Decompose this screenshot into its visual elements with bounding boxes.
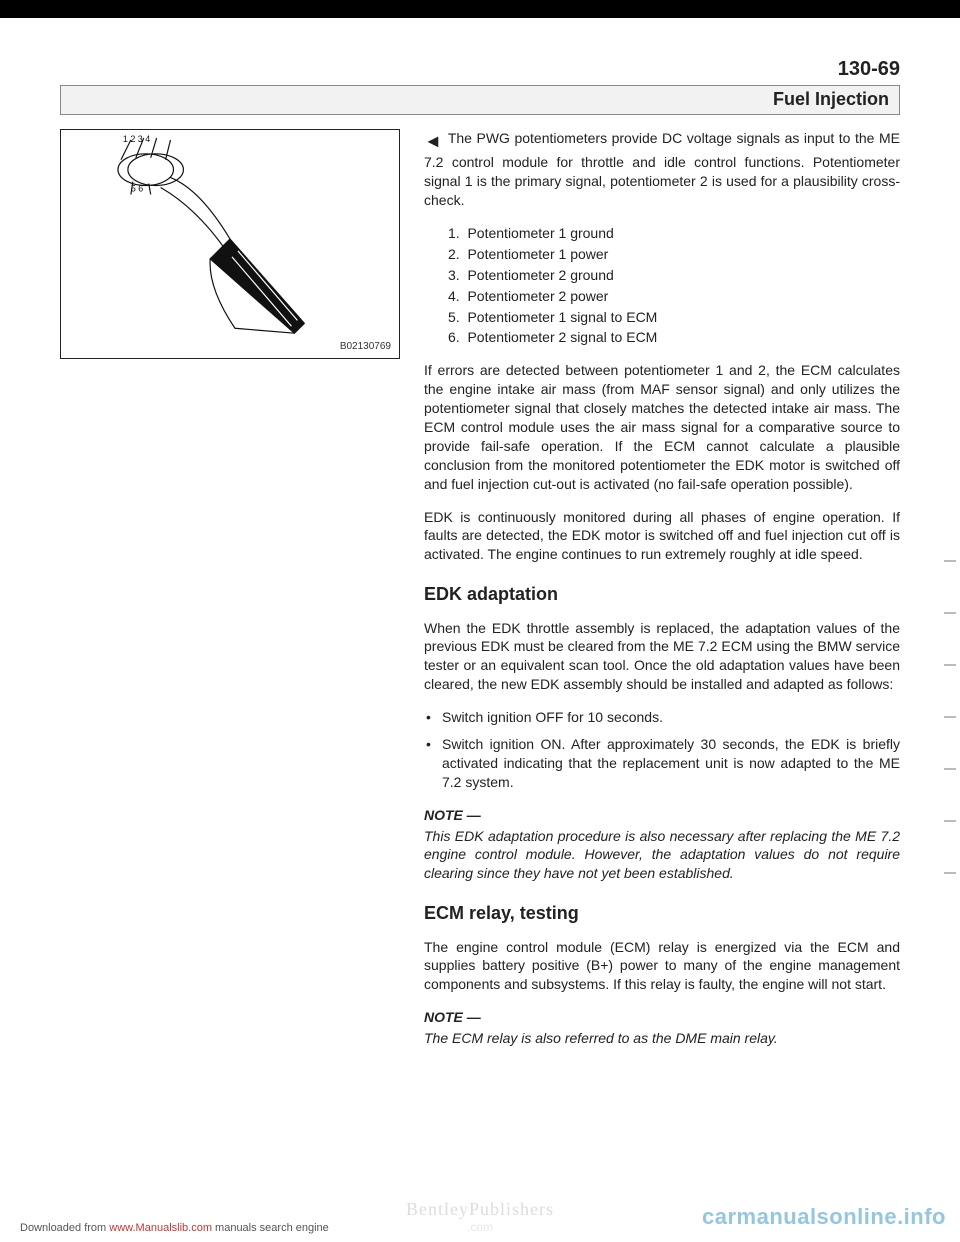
ecm-relay-heading: ECM relay, testing: [424, 901, 900, 925]
pin-item: 2. Potentiometer 1 power: [448, 245, 900, 264]
error-detection-paragraph: If errors are detected between potentiom…: [424, 361, 900, 493]
two-column-content: 1 2 3 4 5 6: [60, 129, 900, 1062]
edk-adaptation-paragraph: When the EDK throttle assembly is replac…: [424, 619, 900, 695]
edk-adaptation-heading: EDK adaptation: [424, 582, 900, 606]
text-column: ◄The PWG potentiometers provide DC volta…: [424, 129, 900, 1062]
publisher-watermark: BentleyPublishers: [406, 1199, 554, 1220]
pin-list: 1. Potentiometer 1 ground 2. Potentiomet…: [448, 224, 900, 347]
pedal-potentiometer-figure: 1 2 3 4 5 6: [60, 129, 400, 359]
edk-step: Switch ignition OFF for 10 seconds.: [424, 708, 900, 727]
right-edge-marks: [944, 560, 956, 924]
manualslib-link[interactable]: www.Manualslib.com: [109, 1222, 212, 1234]
pin-item: 1. Potentiometer 1 ground: [448, 224, 900, 243]
pin-item: 5. Potentiometer 1 signal to ECM: [448, 308, 900, 327]
pin-item: 6. Potentiometer 2 signal to ECM: [448, 328, 900, 347]
page-number: 130-69: [60, 58, 900, 81]
edk-step: Switch ignition ON. After approximately …: [424, 735, 900, 792]
figure-column: 1 2 3 4 5 6: [60, 129, 400, 1062]
section-header-box: Fuel Injection: [60, 85, 900, 115]
page-footer: Downloaded from www.Manualslib.com manua…: [0, 1222, 960, 1234]
note-heading: NOTE —: [424, 806, 900, 825]
download-credit: Downloaded from www.Manualslib.com manua…: [0, 1222, 329, 1234]
pedal-illustration-icon: 1 2 3 4 5 6: [61, 130, 399, 358]
pointer-arrow-icon: ◄: [424, 131, 442, 151]
figure-id-label: B02130769: [340, 341, 391, 352]
pin-item: 3. Potentiometer 2 ground: [448, 266, 900, 285]
pin-item: 4. Potentiometer 2 power: [448, 287, 900, 306]
note-heading: NOTE —: [424, 1008, 900, 1027]
page-content: 130-69 Fuel Injection: [0, 18, 960, 1062]
svg-text:1 2 3 4: 1 2 3 4: [123, 134, 150, 144]
intro-text: The PWG potentiometers provide DC voltag…: [424, 130, 900, 208]
edk-monitoring-paragraph: EDK is continuously monitored during all…: [424, 508, 900, 565]
publisher-watermark-suffix: .com: [467, 1220, 493, 1234]
edk-steps-list: Switch ignition OFF for 10 seconds. Swit…: [424, 708, 900, 792]
note-body: This EDK adaptation procedure is also ne…: [424, 827, 900, 884]
section-title: Fuel Injection: [773, 89, 889, 110]
page: 130-69 Fuel Injection: [0, 0, 960, 1242]
ecm-relay-paragraph: The engine control module (ECM) relay is…: [424, 938, 900, 995]
site-watermark: carmanualsonline.info: [702, 1204, 946, 1230]
intro-paragraph: ◄The PWG potentiometers provide DC volta…: [424, 129, 900, 210]
top-black-bar: [0, 0, 960, 18]
note-body: The ECM relay is also referred to as the…: [424, 1029, 900, 1048]
